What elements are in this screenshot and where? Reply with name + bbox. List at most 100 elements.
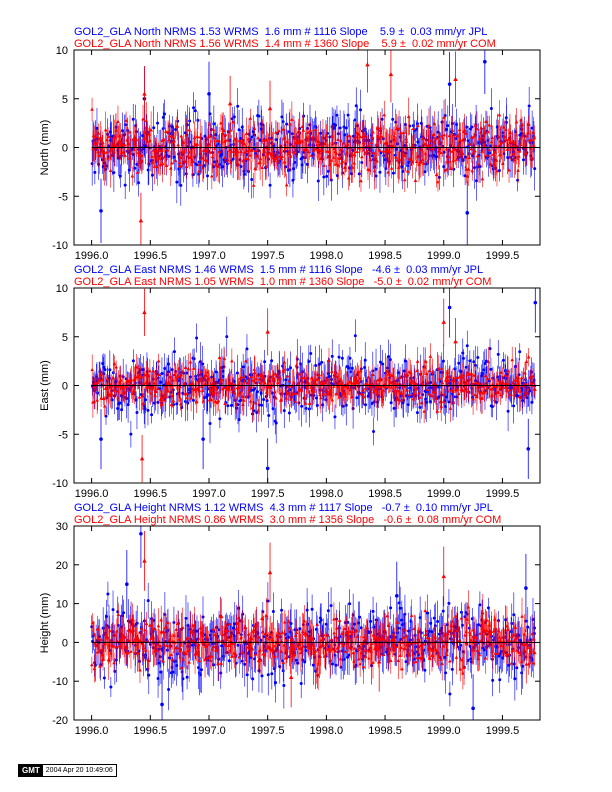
north-com-point: [496, 134, 501, 139]
east-jpl-point: [195, 336, 199, 340]
north-com-point: [321, 135, 325, 139]
east-jpl-point: [229, 403, 233, 407]
north-jpl-point: [335, 113, 339, 117]
north-com-point: [483, 130, 487, 135]
north-com-point: [108, 168, 113, 172]
north-jpl-point: [516, 178, 520, 182]
north-x-tick-label: 1996.0: [75, 250, 109, 262]
height-jpl-point: [185, 675, 189, 679]
east-jpl-outlier: [265, 466, 270, 471]
north-com-point: [276, 159, 280, 163]
east-com-point: [178, 384, 183, 389]
east-jpl-point: [454, 395, 458, 399]
east-jpl-point: [129, 432, 133, 436]
east-com-point: [409, 380, 414, 385]
east-jpl-point: [125, 396, 129, 400]
east-com-point: [293, 399, 298, 403]
east-jpl-point: [516, 394, 520, 398]
north-jpl-point: [424, 162, 428, 166]
north-jpl-point: [118, 174, 122, 178]
height-jpl-point: [175, 664, 179, 668]
east-jpl-point: [438, 379, 442, 383]
east-com-point: [507, 387, 512, 392]
north-jpl-point: [520, 132, 524, 136]
east-jpl-point: [309, 351, 313, 355]
height-jpl-point: [294, 658, 298, 662]
east-com-point: [405, 388, 410, 392]
north-com-point: [98, 135, 103, 140]
north-com-point: [144, 118, 149, 123]
north-com-point: [336, 137, 340, 141]
east-jpl-point: [465, 344, 469, 348]
east-com-point: [287, 378, 292, 383]
north-com-point: [380, 134, 384, 139]
north-com-point: [382, 112, 387, 117]
north-com-point: [339, 138, 343, 143]
north-com-point: [315, 142, 319, 147]
north-jpl-point: [193, 109, 197, 113]
north-com-outlier: [267, 106, 273, 111]
north-com-point: [223, 132, 228, 137]
north-jpl-point: [419, 121, 423, 125]
east-jpl-point: [188, 375, 192, 379]
north-com-point: [427, 123, 431, 127]
north-com-point: [404, 139, 409, 143]
east-com-point: [388, 372, 392, 376]
height-jpl-point: [245, 673, 249, 677]
north-com-point: [282, 160, 287, 164]
north-com-point: [436, 179, 440, 184]
east-com-point: [148, 368, 152, 373]
height-jpl-point: [362, 644, 366, 648]
east-jpl-point: [191, 398, 195, 402]
north-jpl-point: [440, 120, 444, 124]
east-jpl-point: [364, 403, 368, 407]
north-com-point: [461, 151, 465, 156]
east-jpl-point: [521, 399, 525, 403]
east-com-point: [430, 370, 435, 374]
east-com-point: [380, 396, 385, 401]
north-com-outlier: [453, 76, 458, 81]
north-jpl-point: [97, 162, 101, 166]
east-com-point: [324, 388, 328, 392]
north-jpl-point: [344, 126, 348, 130]
east-jpl-point: [126, 403, 130, 407]
east-com-point: [263, 380, 267, 385]
east-com-point: [183, 365, 188, 370]
north-com-point: [188, 155, 193, 160]
height-jpl-point: [311, 663, 315, 667]
height-jpl-point: [220, 644, 224, 648]
north-com-point: [363, 133, 368, 138]
north-com-point: [392, 133, 397, 138]
east-jpl-point: [315, 403, 319, 407]
north-com-point: [449, 166, 453, 170]
east-com-point: [428, 354, 433, 358]
east-com-point: [166, 389, 170, 393]
north-jpl-point: [343, 133, 347, 137]
north-jpl-point: [146, 168, 150, 172]
north-jpl-point: [163, 112, 167, 116]
east-com-point: [278, 376, 282, 380]
east-jpl-point: [172, 350, 176, 354]
north-com-point: [367, 167, 372, 172]
north-jpl-point: [280, 115, 284, 119]
east-com-point: [398, 375, 402, 380]
height-panel: 1996.0 1996.5 1997.0 1997.5 1998.0 1998.5 1999…: [39, 521, 541, 737]
east-com-point: [415, 359, 420, 363]
north-com-point: [396, 165, 401, 169]
north-jpl-point: [93, 170, 97, 174]
east-jpl-point: [274, 421, 278, 425]
east-jpl-point: [330, 354, 334, 358]
north-com-point: [134, 137, 139, 142]
east-com-point: [211, 392, 215, 396]
height-jpl-point: [157, 661, 161, 665]
east-com-point: [405, 373, 410, 377]
east-com-point: [355, 379, 359, 383]
north-jpl-point: [533, 167, 537, 171]
east-com-point: [319, 395, 323, 400]
north-jpl-point: [319, 131, 323, 135]
east-com-point: [239, 374, 244, 379]
east-com-point: [498, 392, 503, 397]
east-jpl-point: [480, 371, 484, 375]
height-data: [90, 526, 537, 720]
north-com-point: [233, 152, 238, 156]
